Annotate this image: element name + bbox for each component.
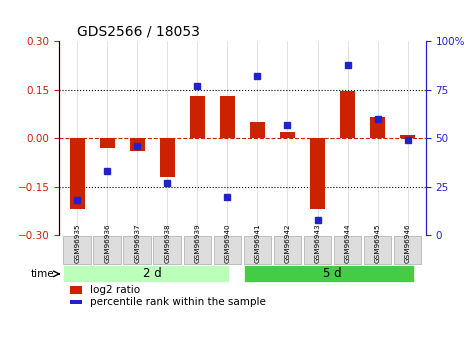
Text: GSM96946: GSM96946 xyxy=(405,224,411,263)
Bar xyxy=(370,117,385,138)
Bar xyxy=(100,138,115,148)
Bar xyxy=(70,286,82,294)
Text: GSM96943: GSM96943 xyxy=(315,224,321,263)
Text: GSM96941: GSM96941 xyxy=(254,224,261,263)
Bar xyxy=(160,138,175,177)
Text: GSM96937: GSM96937 xyxy=(134,224,140,263)
FancyBboxPatch shape xyxy=(93,236,121,264)
Text: log2 ratio: log2 ratio xyxy=(90,285,140,295)
FancyBboxPatch shape xyxy=(123,236,151,264)
Text: GSM96945: GSM96945 xyxy=(375,224,381,263)
Bar xyxy=(70,138,85,209)
Bar xyxy=(244,265,414,282)
Bar xyxy=(280,132,295,138)
FancyBboxPatch shape xyxy=(304,236,332,264)
Bar xyxy=(220,96,235,138)
Bar xyxy=(250,122,265,138)
Bar xyxy=(63,265,229,282)
Bar xyxy=(310,138,325,209)
Bar xyxy=(130,138,145,151)
Bar xyxy=(190,96,205,138)
Text: GSM96938: GSM96938 xyxy=(164,224,170,263)
Text: percentile rank within the sample: percentile rank within the sample xyxy=(90,297,266,307)
Text: time: time xyxy=(31,269,54,279)
Text: GSM96942: GSM96942 xyxy=(284,224,290,263)
FancyBboxPatch shape xyxy=(244,236,271,264)
FancyBboxPatch shape xyxy=(364,236,392,264)
FancyBboxPatch shape xyxy=(153,236,181,264)
FancyBboxPatch shape xyxy=(214,236,241,264)
Text: GSM96936: GSM96936 xyxy=(104,224,110,263)
FancyBboxPatch shape xyxy=(334,236,361,264)
FancyBboxPatch shape xyxy=(63,236,91,264)
Text: GSM96935: GSM96935 xyxy=(74,224,80,263)
FancyBboxPatch shape xyxy=(394,236,421,264)
Text: 2 d: 2 d xyxy=(143,267,162,280)
Bar xyxy=(340,91,355,138)
Text: GSM96939: GSM96939 xyxy=(194,224,201,263)
Bar xyxy=(70,300,82,304)
Bar xyxy=(400,135,415,138)
Text: GSM96940: GSM96940 xyxy=(224,224,230,263)
Text: 5 d: 5 d xyxy=(323,267,342,280)
Text: GSM96944: GSM96944 xyxy=(344,224,350,263)
FancyBboxPatch shape xyxy=(184,236,211,264)
FancyBboxPatch shape xyxy=(274,236,301,264)
Text: GDS2566 / 18053: GDS2566 / 18053 xyxy=(78,25,201,39)
